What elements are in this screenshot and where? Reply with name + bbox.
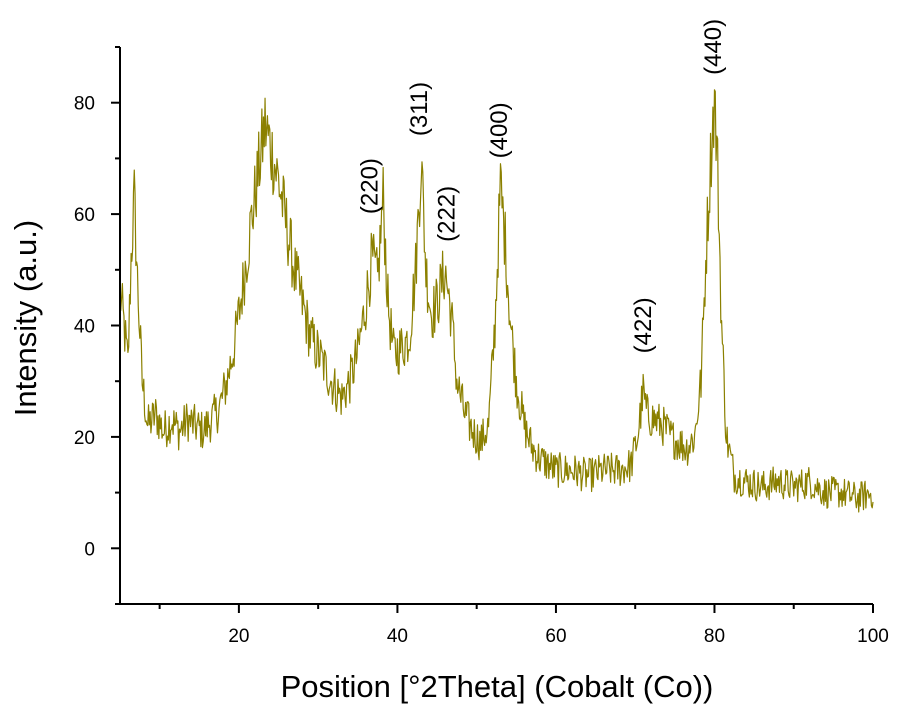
peak-label: (440) bbox=[700, 19, 727, 75]
y-tick-label: 80 bbox=[74, 94, 95, 115]
y-ticks: 0 20 40 60 80 bbox=[74, 46, 120, 605]
y-tick-label: 40 bbox=[74, 317, 95, 338]
x-tick-label: 80 bbox=[704, 626, 725, 647]
y-tick-label: 20 bbox=[74, 428, 95, 449]
peak-label: (311) bbox=[406, 82, 433, 136]
y-axis-title: Intensity (a.u.) bbox=[8, 220, 43, 416]
peak-label: (422) bbox=[630, 297, 657, 353]
peak-label: (222) bbox=[434, 186, 461, 242]
x-ticks: 20 40 60 80 100 bbox=[158, 604, 889, 647]
x-tick-label: 100 bbox=[857, 626, 889, 647]
series-layer bbox=[119, 89, 874, 513]
y-tick-label: 0 bbox=[84, 539, 95, 560]
annotation-layer: (220) (311) (222) (400) (422) (440) bbox=[357, 19, 727, 354]
x-axis-title: Position [°2Theta] (Cobalt (Co)) bbox=[281, 669, 714, 704]
peak-label: (220) bbox=[357, 158, 384, 214]
series-line-0 bbox=[119, 89, 874, 513]
x-tick-label: 60 bbox=[545, 626, 566, 647]
x-tick-label: 40 bbox=[387, 626, 408, 647]
peak-label: (400) bbox=[486, 102, 513, 158]
x-tick-label: 20 bbox=[228, 626, 249, 647]
y-tick-label: 60 bbox=[74, 205, 95, 226]
